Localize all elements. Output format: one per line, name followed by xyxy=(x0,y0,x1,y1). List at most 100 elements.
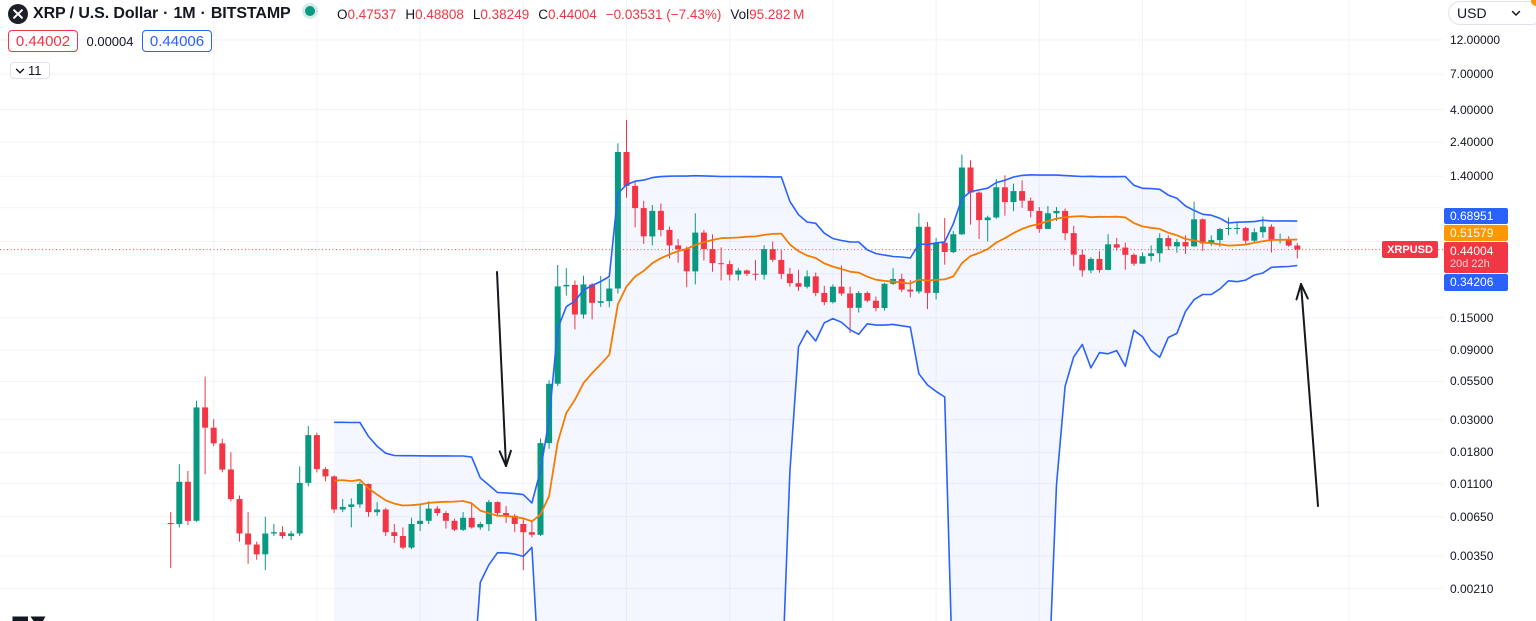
candle-body xyxy=(1285,239,1292,246)
candle-body xyxy=(391,532,398,536)
candle-body xyxy=(167,523,174,525)
ask-price: 0.44006 xyxy=(149,32,205,50)
candle-body xyxy=(1087,258,1094,271)
volume-label: Vol xyxy=(730,6,750,22)
xrp-logo-icon[interactable] xyxy=(8,3,28,24)
candle-body xyxy=(528,532,535,535)
spread-value: 0.00004 xyxy=(86,33,134,49)
change-value: −0.03531 (−7.43%) xyxy=(605,6,722,22)
up-arrow-annotation[interactable] xyxy=(1295,283,1319,507)
candle-body xyxy=(1251,232,1258,241)
interval-button[interactable]: 1M xyxy=(173,4,196,22)
down-arrow-annotation[interactable] xyxy=(496,271,512,467)
candle-body xyxy=(296,482,303,534)
candle-body xyxy=(262,533,269,555)
candle-body xyxy=(1113,244,1120,248)
candle-body xyxy=(1199,219,1206,244)
candle-body xyxy=(1225,228,1232,229)
price-tick-label: 0.01800 xyxy=(1450,445,1494,460)
chevron-down-icon xyxy=(15,68,25,74)
bid-button[interactable]: 0.44002 xyxy=(8,30,78,52)
open-label: O xyxy=(337,6,348,22)
tradingview-logo[interactable] xyxy=(12,616,46,621)
candle-body xyxy=(1139,256,1146,264)
legend-toggle-row: 11 xyxy=(10,62,50,79)
low-value: 0.38249 xyxy=(480,6,530,22)
candle-body xyxy=(580,284,587,315)
candle-body xyxy=(872,300,879,308)
candle-body xyxy=(614,152,621,289)
candle-body xyxy=(1148,253,1155,257)
candle-body xyxy=(1259,226,1266,233)
currency-button[interactable]: USD xyxy=(1448,1,1536,25)
candle-body xyxy=(847,293,854,308)
candle-body xyxy=(270,532,277,534)
last-price-label: 0.44004 20d 22h xyxy=(1444,241,1508,273)
candle-body xyxy=(451,520,458,530)
candle-body xyxy=(735,270,742,275)
bollinger-lower-line xyxy=(476,264,1298,621)
candle-body xyxy=(1216,229,1223,241)
candle-body xyxy=(399,536,406,548)
hidden-indicator-count: 11 xyxy=(28,63,42,78)
candle-body xyxy=(761,249,768,275)
candle-body xyxy=(1208,240,1215,244)
candle-body xyxy=(417,520,424,524)
price-tick-label: 0.05500 xyxy=(1450,374,1494,389)
candle-body xyxy=(795,283,802,287)
notification-dot-icon xyxy=(1531,0,1536,6)
candle-body xyxy=(821,292,828,303)
candle-body xyxy=(1242,228,1249,241)
candle-body xyxy=(202,407,209,428)
plot-area xyxy=(0,0,1443,621)
candle-body xyxy=(1070,233,1077,255)
volume-value: 95.282 M xyxy=(749,6,805,22)
symbol-price-tag: XRPUSD xyxy=(1382,241,1438,259)
exchange-label[interactable]: BITSTAMP xyxy=(210,4,291,22)
candle-body xyxy=(623,152,630,186)
bid-ask-row: 0.44002 0.00004 0.44006 xyxy=(8,30,212,52)
candle-body xyxy=(1294,245,1301,250)
bollinger-fill xyxy=(334,174,1298,621)
candle-body xyxy=(933,242,940,293)
candle-body xyxy=(675,245,682,250)
candle-body xyxy=(752,273,759,275)
candle-body xyxy=(1105,244,1112,270)
candle-body xyxy=(305,435,312,483)
candle-body xyxy=(1036,210,1043,229)
candle-body xyxy=(1079,254,1086,271)
candle-body xyxy=(898,278,905,290)
candle-body xyxy=(468,517,475,528)
band-lower-price-label: 0.34206 xyxy=(1444,273,1508,291)
band-basis-price-label: 0.51579 xyxy=(1444,224,1508,241)
candle-body xyxy=(1165,238,1172,247)
candle-body xyxy=(374,509,381,513)
chevron-down-icon xyxy=(1511,10,1521,17)
expand-indicators-button[interactable]: 11 xyxy=(10,62,50,79)
candle-body xyxy=(348,504,355,507)
candle-body xyxy=(537,443,544,535)
candle-body xyxy=(941,242,948,252)
symbol-title[interactable]: XRP / U.S. Dollar xyxy=(33,4,159,22)
candle-body xyxy=(657,210,664,230)
candle-body xyxy=(1268,226,1275,241)
candle-body xyxy=(1001,187,1008,203)
price-tick-label: 0.00650 xyxy=(1450,509,1494,524)
candle-body xyxy=(1027,200,1034,211)
candle-body xyxy=(726,264,733,275)
bollinger-upper-line xyxy=(334,174,1298,504)
candle-body xyxy=(339,506,346,510)
market-status-icon[interactable] xyxy=(305,6,315,16)
candle-body xyxy=(700,232,707,250)
candle-body xyxy=(1019,191,1026,201)
candle-body xyxy=(855,293,862,308)
currency-label: USD xyxy=(1457,5,1487,21)
price-axis[interactable]: USD 12.00000 7.00000 4.00000 2.40000 1.40000… xyxy=(1443,0,1536,621)
price-tick-label: 0.15000 xyxy=(1450,310,1494,325)
bid-price: 0.44002 xyxy=(15,32,71,50)
ask-button[interactable]: 0.44006 xyxy=(142,30,212,52)
candle-body xyxy=(382,509,389,533)
candle-body xyxy=(520,524,527,533)
candle-body xyxy=(804,276,811,287)
